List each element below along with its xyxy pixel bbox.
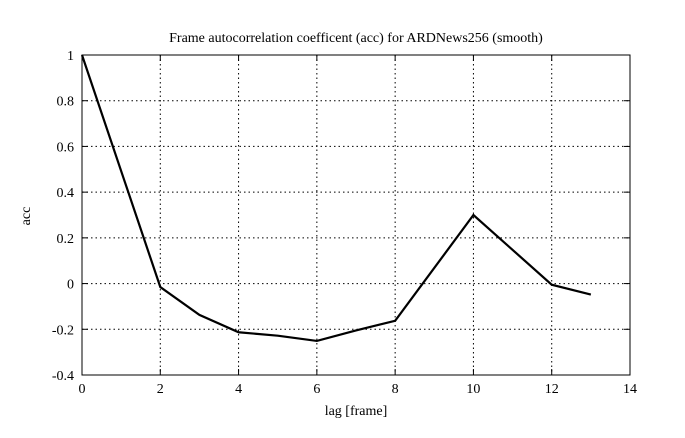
y-tick-label: 1 xyxy=(67,49,74,64)
y-tick-label: 0.4 xyxy=(57,186,75,201)
x-tick-label: 0 xyxy=(79,382,86,397)
x-tick-label: 4 xyxy=(235,382,242,397)
x-tick-label: 14 xyxy=(623,382,637,397)
x-tick-label: 6 xyxy=(313,382,320,397)
x-tick-label: 12 xyxy=(545,382,559,397)
y-tick-label: 0.6 xyxy=(57,140,75,155)
y-tick-label: 0.2 xyxy=(57,232,75,247)
y-tick-label: -0.2 xyxy=(52,323,74,338)
series-line xyxy=(80,54,592,343)
y-axis-label: acc xyxy=(19,207,34,226)
y-tick-label: 0.8 xyxy=(57,95,75,110)
x-tick-label: 8 xyxy=(392,382,399,397)
grid xyxy=(82,55,630,375)
x-tick-label: 2 xyxy=(157,382,164,397)
ticks: 0 2 4 6 8 10 12 14 -0.4 -0.2 0 0.2 0.4 0.6 0.8 1 xyxy=(52,49,637,397)
plot-frame xyxy=(81,54,631,376)
y-tick-label: -0.4 xyxy=(52,369,74,384)
x-tick-label: 10 xyxy=(466,382,480,397)
chart-title: Frame autocorrelation coefficent (acc) f… xyxy=(169,31,543,46)
x-axis-label: lag [frame] xyxy=(325,404,388,419)
y-tick-label: 0 xyxy=(67,278,74,293)
